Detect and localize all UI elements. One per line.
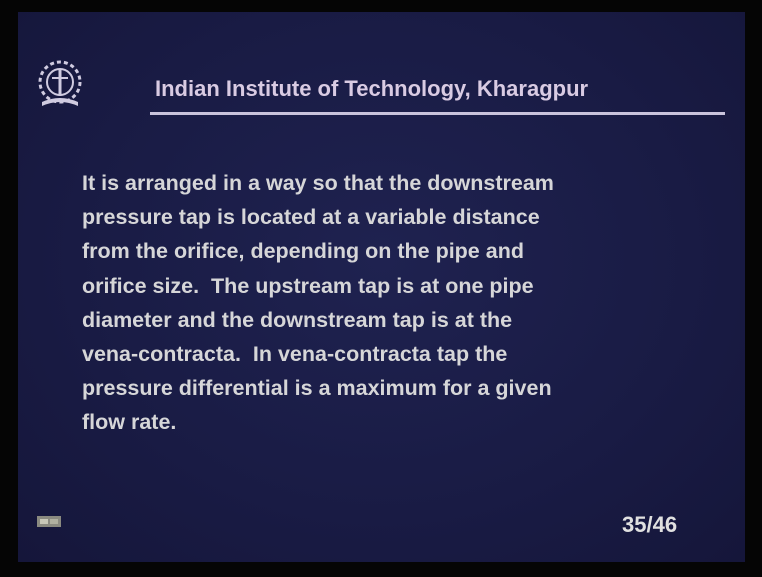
body-line: It is arranged in a way so that the down…	[82, 171, 554, 195]
body-line: diameter and the downstream tap is at th…	[82, 307, 513, 332]
body-line: orifice size. The upstream tap is at one…	[82, 273, 534, 298]
page-number: 35/46	[622, 512, 678, 537]
body-line: from the orifice, depending on the pipe …	[82, 239, 524, 264]
body-line: flow rate.	[82, 410, 177, 435]
body-line: pressure differential is a maximum for a…	[82, 376, 552, 401]
header-title: Indian Institute of Technology, Kharagpu…	[155, 76, 589, 101]
slide: Indian Institute of Technology, Kharagpu…	[18, 12, 745, 562]
nav-icon[interactable]	[36, 514, 64, 530]
body-line: pressure tap is located at a variable di…	[82, 205, 540, 230]
body-text: It is arranged in a way so that the down…	[82, 166, 554, 440]
body-line: vena-contracta. In vena-contracta tap th…	[82, 342, 508, 367]
logo	[38, 60, 82, 106]
header-rule	[150, 112, 725, 115]
